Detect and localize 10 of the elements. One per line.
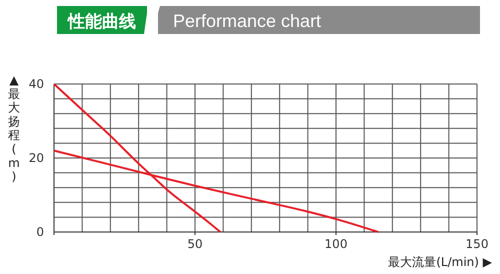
chart-subtitle: Performance chart [173, 11, 322, 31]
y-tick-label: 0 [36, 225, 44, 239]
y-tick-label: 20 [28, 151, 44, 165]
x-tick-label: 100 [324, 237, 348, 251]
chart-title: 性能曲线 [67, 12, 136, 32]
x-tick-label: 150 [466, 237, 488, 251]
y-axis-title: ▲最大扬程(m) [8, 73, 20, 184]
x-tick-label: 50 [187, 237, 203, 251]
x-axis-title: 最大流量(L/min) ▶ [388, 255, 493, 269]
y-tick-label: 40 [28, 77, 44, 91]
